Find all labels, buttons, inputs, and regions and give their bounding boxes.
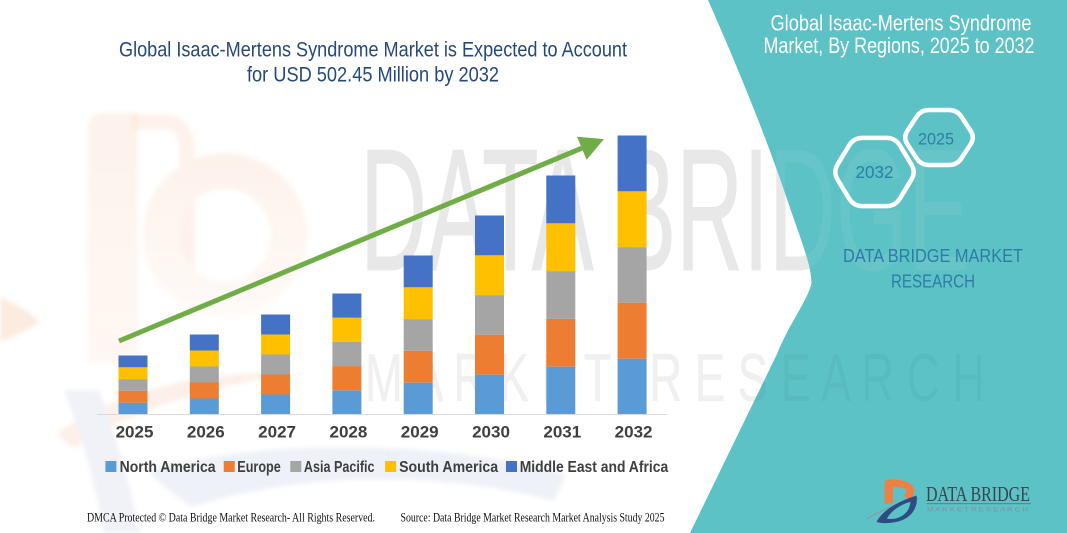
svg-text:M A R K E T R E S E A R C H: M A R K E T R E S E A R C H xyxy=(927,507,1028,514)
svg-text:2029: 2029 xyxy=(401,423,439,442)
svg-text:2032: 2032 xyxy=(856,162,894,182)
svg-text:2028: 2028 xyxy=(329,423,367,442)
svg-text:2027: 2027 xyxy=(258,423,296,442)
svg-text:Global Isaac-Mertens Syndrome: Global Isaac-Mertens Syndrome xyxy=(771,11,1032,36)
svg-text:Source: Data Bridge Market Res: Source: Data Bridge Market Research Mark… xyxy=(401,511,665,525)
svg-text:South America: South America xyxy=(399,459,498,476)
svg-text:2032: 2032 xyxy=(615,423,653,442)
svg-text:2025: 2025 xyxy=(116,423,154,442)
svg-text:Market, By Regions, 2025 to 20: Market, By Regions, 2025 to 2032 xyxy=(764,33,1035,58)
svg-text:2031: 2031 xyxy=(543,423,581,442)
svg-text:Europe: Europe xyxy=(237,459,281,476)
svg-text:for USD 502.45 Million by 2032: for USD 502.45 Million by 2032 xyxy=(247,64,499,87)
svg-text:RESEARCH: RESEARCH xyxy=(891,272,975,292)
svg-text:DMCA Protected © Data Bridge M: DMCA Protected © Data Bridge Market Rese… xyxy=(87,511,375,525)
svg-text:DATA BRIDGE MARKET: DATA BRIDGE MARKET xyxy=(843,246,1023,266)
svg-text:North America: North America xyxy=(120,459,216,476)
svg-text:2025: 2025 xyxy=(918,130,954,149)
svg-text:2026: 2026 xyxy=(187,423,225,442)
svg-text:2030: 2030 xyxy=(472,423,510,442)
svg-text:Asia Pacific: Asia Pacific xyxy=(304,459,375,476)
svg-text:DATA BRIDGE: DATA BRIDGE xyxy=(926,482,1030,506)
svg-text:Global Isaac-Mertens Syndrome: Global Isaac-Mertens Syndrome Market is … xyxy=(119,39,627,62)
svg-text:Middle East and Africa: Middle East and Africa xyxy=(520,459,669,476)
